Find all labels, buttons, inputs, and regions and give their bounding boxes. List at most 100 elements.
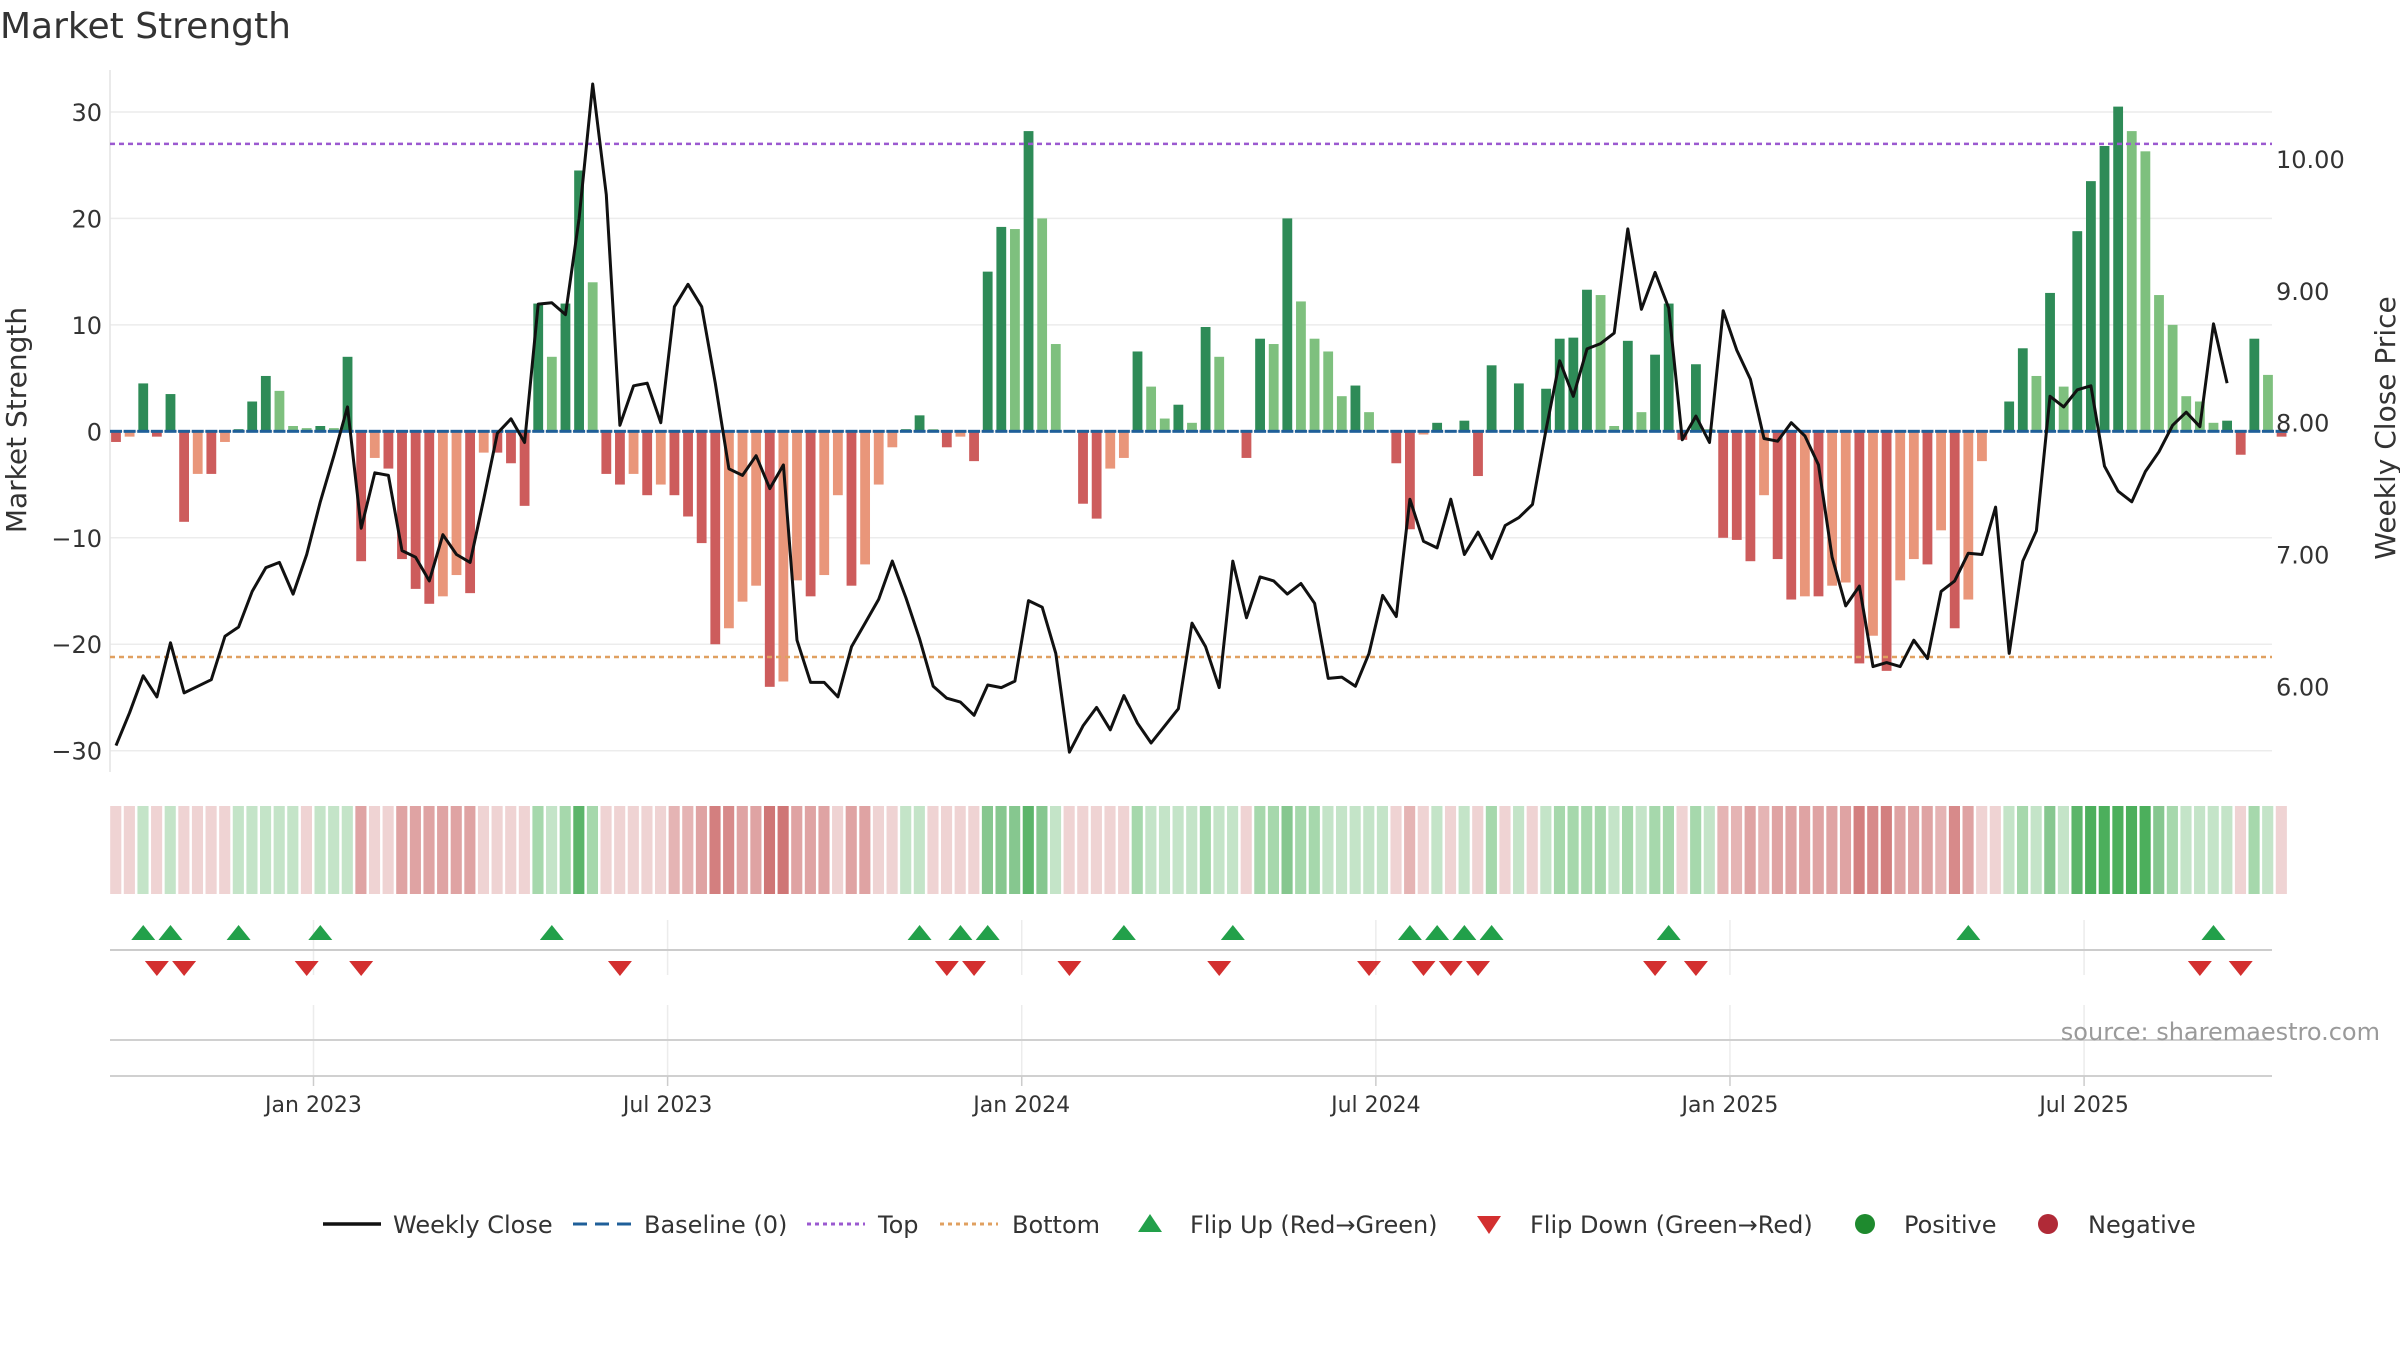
heat-cell (1799, 806, 1811, 894)
strength-bar (1486, 365, 1497, 432)
strength-bar (1854, 431, 1865, 664)
heat-cell (859, 806, 871, 894)
heat-cell (627, 806, 639, 894)
heat-cell (2248, 806, 2260, 894)
heat-cell (1240, 806, 1252, 894)
heat-cell (1526, 806, 1538, 894)
strength-bar (1309, 338, 1320, 432)
strength-bar (1091, 431, 1102, 519)
strength-bar (1364, 412, 1374, 432)
heat-cell (110, 806, 122, 894)
heat-cell (518, 806, 530, 894)
strength-bar (1582, 289, 1592, 432)
heat-cell (368, 806, 381, 894)
heat-cell (437, 806, 449, 894)
strength-bar (533, 303, 544, 432)
heat-cell (804, 806, 816, 894)
x-axis: Jan 2023 Jul 2023 Jan 2024 Jul 2024 Jan 2025… (110, 1039, 2272, 1118)
heat-cell (2234, 806, 2247, 894)
source-label: source: sharemaestro.com (2061, 1018, 2380, 1046)
strength-bar (519, 431, 530, 506)
y-tick-left: 30 (71, 99, 102, 127)
heat-cell (1199, 806, 1211, 894)
flip-down-marker (1466, 961, 1490, 976)
heat-cell (1063, 806, 1075, 894)
x-tick-label: Jul 2023 (621, 1093, 713, 1118)
heat-cell (1049, 806, 1062, 894)
heat-cell (709, 806, 721, 894)
x-tick-label: Jan 2024 (971, 1093, 1070, 1118)
heat-cell (1690, 806, 1702, 894)
heat-cell (1553, 806, 1566, 894)
strength-bar (1840, 431, 1851, 583)
strength-bar (124, 431, 135, 437)
strength-bar (1541, 388, 1552, 432)
heat-cell (300, 806, 312, 894)
flip-up-marker (226, 925, 251, 940)
heat-cell (1431, 806, 1443, 894)
strength-bar (288, 426, 298, 432)
heat-cell (941, 806, 953, 894)
heat-cell (178, 806, 190, 894)
strength-bar (1922, 431, 1933, 565)
heat-cell (1908, 806, 1920, 894)
strength-bar (1023, 131, 1034, 432)
strength-bar (410, 431, 421, 589)
strength-bar (628, 431, 639, 474)
strength-bar (2058, 386, 2069, 432)
heat-cell (1662, 806, 1674, 894)
heat-cell (723, 806, 735, 894)
legend-label: Negative (2088, 1211, 2196, 1239)
heat-cell (1717, 806, 1729, 894)
heat-cell (137, 806, 149, 894)
heat-cell (2153, 806, 2165, 894)
strength-bar (1881, 431, 1892, 671)
heat-cell (1839, 806, 1852, 894)
strength-bar (1159, 418, 1170, 432)
flip-up-marker (975, 925, 1000, 940)
legend-symbol (2038, 1214, 2058, 1234)
heat-cell (900, 806, 912, 894)
weekly-close-line (114, 82, 2229, 754)
strength-bar (1622, 340, 1633, 432)
strength-bar (1105, 431, 1116, 469)
strength-bar (832, 431, 843, 496)
heat-cell (981, 806, 993, 894)
heat-cell (1158, 806, 1171, 894)
heat-cell (2125, 806, 2138, 894)
strength-bar (1268, 344, 1279, 432)
legend-label: Baseline (0) (644, 1211, 787, 1239)
heat-cell (191, 806, 204, 894)
heat-cell (1281, 806, 1293, 894)
strength-bar (478, 431, 489, 453)
heat-cell (2194, 806, 2206, 894)
heat-cell (1227, 806, 1239, 894)
strength-bar (1404, 431, 1415, 530)
heat-cell (1390, 806, 1402, 894)
strength-bar (1118, 431, 1129, 458)
strength-bar (941, 431, 952, 448)
heat-cell (382, 806, 394, 894)
heat-cell (2085, 806, 2097, 894)
heat-cell (1608, 806, 1620, 894)
heat-cell (1322, 806, 1334, 894)
flip-up-marker (948, 925, 973, 940)
legend-label: Top (877, 1211, 919, 1239)
x-tick-label: Jul 2025 (2037, 1093, 2129, 1118)
heat-cell (1186, 806, 1198, 894)
strength-bar (2263, 374, 2273, 432)
strength-bar (274, 390, 285, 432)
flip-down-marker (934, 961, 959, 976)
flip-up-marker (308, 925, 333, 940)
strength-bar (1936, 431, 1946, 531)
strength-bar (1050, 344, 1061, 432)
flip-down-marker (144, 961, 169, 976)
heat-cell (1335, 806, 1348, 894)
strength-bar (165, 394, 176, 432)
strength-bar (1868, 431, 1878, 636)
strength-bar (1636, 412, 1647, 432)
strength-bar (329, 428, 339, 432)
y-axis-left-title: Market Strength (0, 307, 33, 533)
strength-bar (2085, 181, 2096, 432)
heat-cell (1295, 806, 1307, 894)
